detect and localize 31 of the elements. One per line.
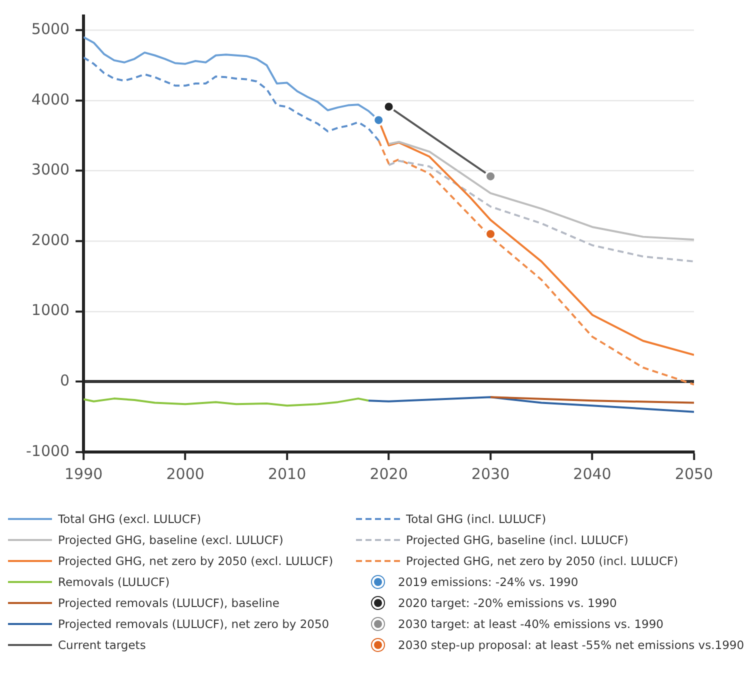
y-tick-label: 2000 (31, 230, 70, 249)
x-tick-label: 2010 (268, 464, 306, 483)
legend-label: 2019 emissions: -24% vs. 1990 (398, 574, 578, 588)
legend-label: Projected removals (LULUCF), net zero by 2050 (58, 616, 330, 630)
y-tick-label: 3000 (31, 160, 70, 179)
legend-label: 2020 target: -20% emissions vs. 1990 (398, 596, 617, 610)
x-tick-label: 1990 (64, 464, 103, 483)
x-tick-label: 2050 (674, 464, 714, 483)
legend-label: 2030 target: at least -40% emissions vs. 1990 (398, 616, 664, 630)
y-tick-label: 4000 (31, 90, 70, 108)
legend-label: Projected GHG, baseline (excl. LULUCF) (58, 532, 284, 546)
legend-label: Projected GHG, net zero by 2050 (excl. LULUCF) (58, 554, 334, 568)
legend-label: Total GHG (incl. LULUCF) (406, 512, 546, 526)
legend-label: Projected GHG, net zero by 2050 (incl. LULUCF) (406, 554, 678, 568)
line-series (84, 56, 380, 142)
y-tick-label: 1000 (31, 301, 70, 320)
line-series (378, 139, 694, 386)
legend-label: Projected GHG, baseline (incl. LULUCF) (406, 532, 628, 546)
x-tick-label: 2040 (573, 464, 612, 483)
y-tick-label: 0 (60, 372, 70, 390)
legend-label: Total GHG (excl. LULUCF) (58, 512, 202, 526)
x-tick-label: 2020 (370, 464, 408, 483)
x-tick-label: 2000 (166, 464, 204, 483)
legend-label: Current targets (58, 638, 146, 652)
legend-label: Removals (LULUCF) (58, 574, 170, 588)
legend-label: 2030 step-up proposal: at least -55% net emissions vs.1990 (398, 638, 744, 652)
legend-label: Projected removals (LULUCF), baseline (58, 596, 280, 610)
line-series (388, 160, 694, 262)
x-tick-label: 2030 (471, 464, 510, 483)
y-tick-label: 5000 (31, 20, 70, 38)
y-tick-label: -1000 (26, 442, 70, 460)
